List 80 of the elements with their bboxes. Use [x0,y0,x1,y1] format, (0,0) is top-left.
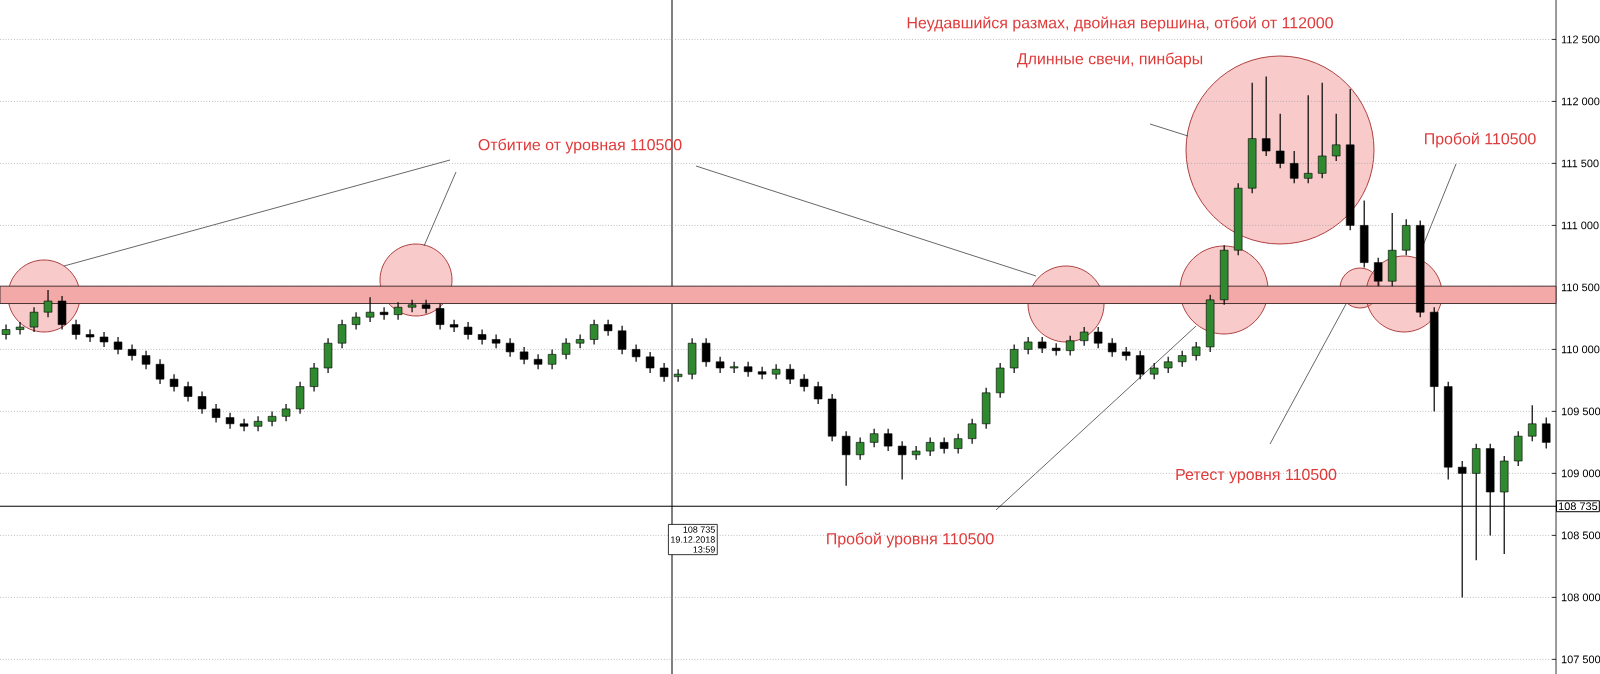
candlestick [995,362,1005,399]
candlestick [253,415,263,432]
candlestick [771,363,781,380]
candlestick [1359,200,1369,269]
candlestick [15,321,25,336]
candlestick [729,361,739,374]
candlestick [589,319,599,346]
candlestick [547,348,557,370]
candlestick [323,337,333,374]
candlestick [239,418,249,432]
candlestick [127,343,137,362]
candlestick [295,381,305,415]
candlestick [1317,82,1327,179]
candlestick [1079,326,1089,347]
candlestick [505,337,515,358]
candlestick [85,328,95,343]
candlestick [337,319,347,349]
candlestick [967,418,977,445]
candlestick [855,436,865,461]
candlestick [785,363,795,385]
candlestick [225,412,235,430]
candlestick [449,319,459,333]
candlestick [43,289,53,318]
candlestick [981,387,991,430]
candlestick [491,333,501,349]
candlestick [953,433,963,455]
candlestick [1303,94,1313,184]
candlestick [1275,113,1285,169]
candlestick [183,381,193,403]
candlestick [57,295,67,331]
candlestick [687,337,697,380]
candlestick [379,306,389,321]
candlestick [631,343,641,363]
candlestick [827,393,837,442]
candlestick [533,353,543,370]
candlestick [1289,150,1299,184]
candlestick [1191,341,1201,362]
candlestick [309,362,319,393]
candlestick [211,403,221,424]
candlestick [701,337,711,368]
candlestick [1401,218,1411,256]
candlestick [435,302,445,331]
candlestick [1261,76,1271,157]
candlestick [1135,350,1145,380]
candlestick [1542,416,1551,450]
candlestick [155,358,165,385]
candlestick [911,445,921,461]
candlestick [897,440,907,481]
candlestick [29,306,39,333]
candlestick [1107,337,1117,358]
candlestick [393,301,403,321]
candlestick [365,296,375,323]
candlestick [925,436,935,457]
candlestick [575,333,585,349]
candlestick [617,325,627,355]
candlestick [71,319,81,341]
candlestick [1009,343,1019,374]
candlestick [1205,294,1215,353]
candlestick [1331,113,1341,162]
candlestick [1387,212,1397,287]
candlestick [813,381,823,405]
candlestick [407,299,417,313]
candlestick [197,390,207,415]
candlestick [1373,257,1383,287]
candlestick [351,311,361,331]
candlestick [883,428,893,452]
candlestick [1528,404,1537,442]
candlestick [869,428,879,448]
candlestick [743,361,753,378]
candlestick [1093,326,1103,349]
candlestick [757,366,767,380]
candlestick [603,319,613,337]
candlestick [645,351,655,374]
candlestick [561,337,571,360]
candlestick [841,430,851,487]
candlestick [267,410,277,427]
candlestick [1065,335,1075,357]
candlestick [141,350,151,370]
candlestick [421,299,431,315]
candlestick [1514,430,1523,467]
